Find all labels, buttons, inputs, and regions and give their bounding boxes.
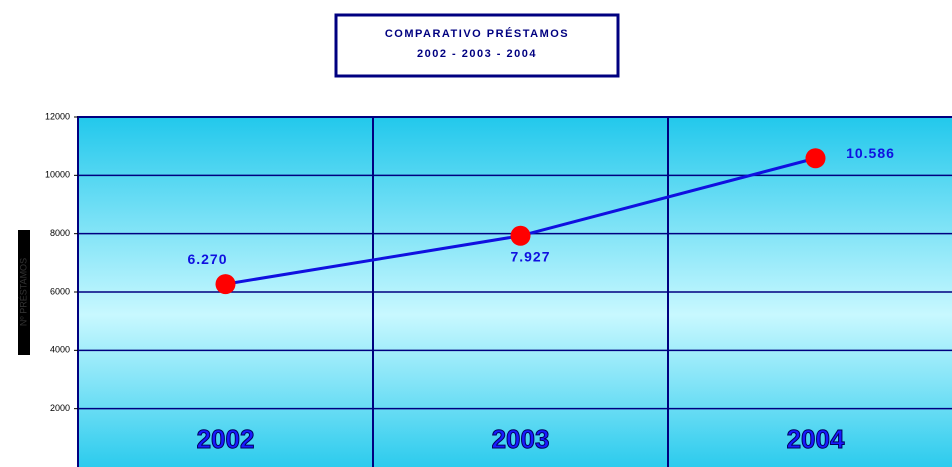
y-tick-label: 6000 xyxy=(50,286,70,296)
data-label: 10.586 xyxy=(846,145,895,161)
marker xyxy=(215,274,236,295)
x-tick-label: 2002 xyxy=(197,424,255,454)
marker xyxy=(805,148,826,169)
y-tick-label: 2000 xyxy=(50,403,70,413)
y-tick-label: 12000 xyxy=(45,111,70,121)
chart-title: COMPARATIVO PRÉSTAMOS xyxy=(385,27,569,40)
y-tick-label: 10000 xyxy=(45,170,70,180)
chart-subtitle: 2002 - 2003 - 2004 xyxy=(417,48,537,60)
y-label-box xyxy=(18,230,30,355)
title-box xyxy=(334,13,620,78)
y-axis-label: Nº PRÉSTAMOS xyxy=(18,258,28,326)
data-label: 6.270 xyxy=(187,251,227,267)
y-tick-label: 8000 xyxy=(50,228,70,238)
marker xyxy=(510,225,531,246)
data-label: 7.927 xyxy=(510,248,550,264)
y-tick-label: 4000 xyxy=(50,345,70,355)
x-tick-label: 2003 xyxy=(492,424,550,454)
x-tick-label: 2004 xyxy=(787,424,845,454)
